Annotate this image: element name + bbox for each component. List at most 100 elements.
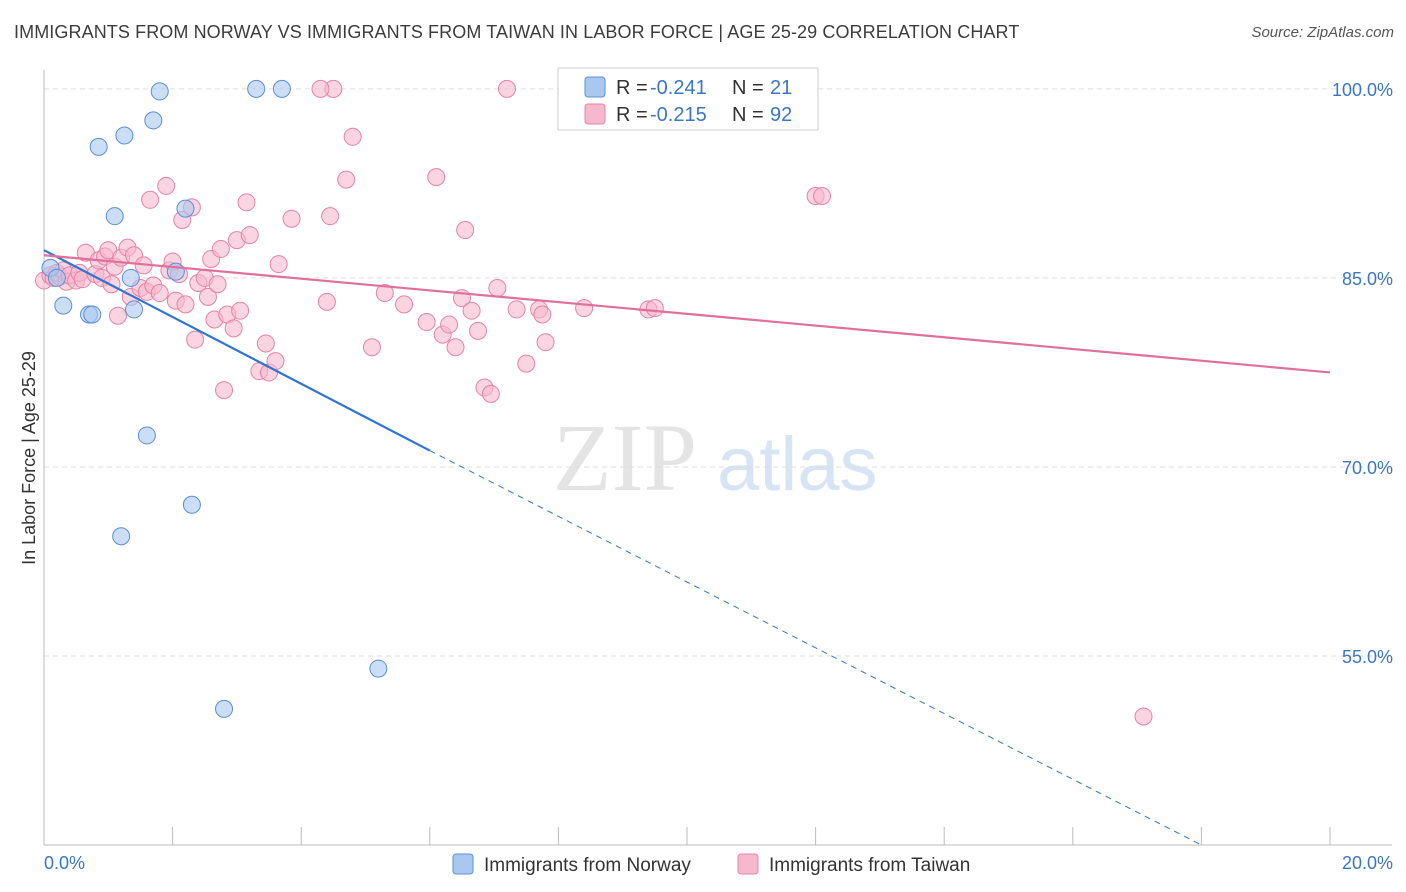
stats-legend: R = -0.241 N = 21 R = -0.215 N = 92: [557, 67, 819, 131]
taiwan-point: [108, 306, 127, 325]
norway-point: [247, 79, 266, 98]
norway-point: [369, 659, 388, 678]
norway-point: [137, 426, 156, 445]
taiwan-point: [427, 168, 446, 187]
taiwan-point: [240, 226, 259, 245]
taiwan-point: [176, 295, 195, 314]
taiwan-point: [481, 384, 500, 403]
taiwan-point: [311, 79, 330, 98]
taiwan-point: [813, 187, 832, 206]
legend-label-norway: Immigrants from Norway: [484, 855, 691, 876]
watermark: ZIP atlas: [553, 404, 878, 511]
taiwan-point: [237, 193, 256, 212]
x-tick-label: 0.0%: [44, 853, 85, 873]
taiwan-point: [321, 207, 340, 226]
legend-label-taiwan: Immigrants from Taiwan: [769, 855, 970, 876]
taiwan-point: [645, 299, 664, 318]
taiwan-point: [186, 330, 205, 349]
taiwan-point: [317, 292, 336, 311]
taiwan-point: [269, 255, 288, 274]
taiwan-point: [211, 239, 230, 258]
taiwan-point: [198, 287, 217, 306]
trend-lines: [43, 249, 1331, 846]
y-tick-label: 70.0%: [1342, 458, 1393, 478]
norway-point: [125, 300, 144, 319]
legend-n-label: N =: [732, 77, 764, 99]
norway-point: [176, 199, 195, 218]
norway-point: [83, 305, 102, 324]
norway-point: [215, 699, 234, 718]
taiwan-point: [141, 190, 160, 209]
norway-point: [89, 137, 108, 156]
taiwan-point: [533, 305, 552, 324]
y-axis-title: In Labor Force | Age 25-29: [19, 351, 39, 565]
y-tick-label: 55.0%: [1342, 647, 1393, 667]
taiwan-point: [462, 301, 481, 320]
series-norway-points: [41, 79, 388, 718]
norway-point: [144, 111, 163, 130]
taiwan-point: [536, 333, 555, 352]
chart-title: IMMIGRANTS FROM NORWAY VS IMMIGRANTS FRO…: [14, 22, 1020, 42]
legend-n-label: N =: [732, 104, 764, 126]
taiwan-point: [282, 209, 301, 228]
norway-point: [105, 207, 124, 226]
watermark-atlas: atlas: [717, 422, 878, 507]
gridlines: [44, 88, 1392, 657]
norway-point: [121, 268, 140, 287]
taiwan-point: [215, 381, 234, 400]
taiwan-point: [517, 354, 536, 373]
axes: [43, 70, 1392, 846]
legend-r-value: -0.215: [650, 104, 707, 126]
taiwan-trend-line: [43, 254, 1331, 374]
taiwan-point: [497, 79, 516, 98]
legend-r-value: -0.241: [650, 77, 707, 99]
taiwan-point: [469, 321, 488, 340]
taiwan-point: [395, 295, 414, 314]
taiwan-point: [488, 279, 507, 298]
y-tick-labels: 100.0% 85.0% 70.0% 55.0%: [1332, 80, 1393, 667]
series-taiwan-points: [35, 79, 1153, 726]
taiwan-point: [575, 299, 594, 318]
norway-point: [115, 126, 134, 145]
norway-point: [54, 296, 73, 315]
series-legend: Immigrants from Norway Immigrants from T…: [452, 853, 970, 876]
taiwan-point: [1134, 707, 1153, 726]
chart-source: Source: ZipAtlas.com: [1251, 24, 1394, 41]
taiwan-point: [507, 300, 526, 319]
legend-swatch-norway: [452, 853, 474, 875]
taiwan-point: [343, 127, 362, 146]
norway-trend-extension: [429, 450, 1202, 846]
taiwan-point: [417, 313, 436, 332]
norway-point: [272, 79, 291, 98]
legend-r-label: R =: [616, 77, 648, 99]
norway-trend-line: [43, 249, 431, 452]
legend-n-value: 92: [770, 104, 792, 126]
y-tick-label: 100.0%: [1332, 80, 1393, 100]
norway-point: [182, 495, 201, 514]
taiwan-point: [224, 319, 243, 338]
legend-n-value: 21: [770, 77, 792, 99]
taiwan-point: [208, 275, 227, 294]
taiwan-point: [440, 315, 459, 334]
x-tick-label: 20.0%: [1342, 853, 1393, 873]
taiwan-point: [456, 221, 475, 240]
taiwan-point: [446, 338, 465, 357]
legend-swatch-taiwan: [737, 853, 759, 875]
legend-swatch-taiwan: [584, 103, 606, 125]
legend-r-label: R =: [616, 104, 648, 126]
taiwan-point: [256, 334, 275, 353]
taiwan-point: [231, 301, 250, 320]
taiwan-point: [157, 176, 176, 195]
taiwan-point: [150, 284, 169, 303]
watermark-zip: ZIP: [553, 404, 697, 511]
norway-point: [112, 527, 131, 546]
taiwan-point: [337, 170, 356, 189]
x-tick-labels: 0.0% 20.0%: [44, 853, 1393, 873]
norway-point: [47, 268, 66, 287]
taiwan-point: [362, 338, 381, 357]
norway-point: [150, 82, 169, 101]
legend-swatch-norway: [584, 76, 606, 98]
y-tick-label: 85.0%: [1342, 269, 1393, 289]
taiwan-point: [375, 284, 394, 303]
